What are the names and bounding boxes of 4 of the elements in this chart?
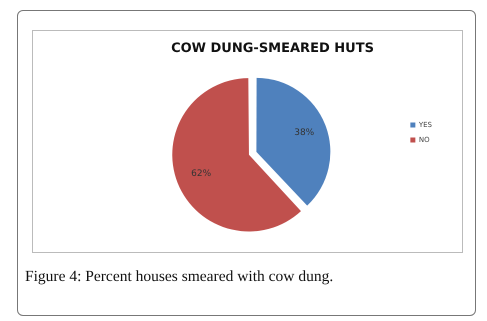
data-label: 62% — [191, 169, 212, 180]
chart-title: COW DUNG-SMEARED HUTS — [171, 41, 374, 56]
caption: Figure 4: Percent houses smeared with cow dung. — [25, 268, 334, 286]
data-label: 38% — [294, 128, 315, 138]
